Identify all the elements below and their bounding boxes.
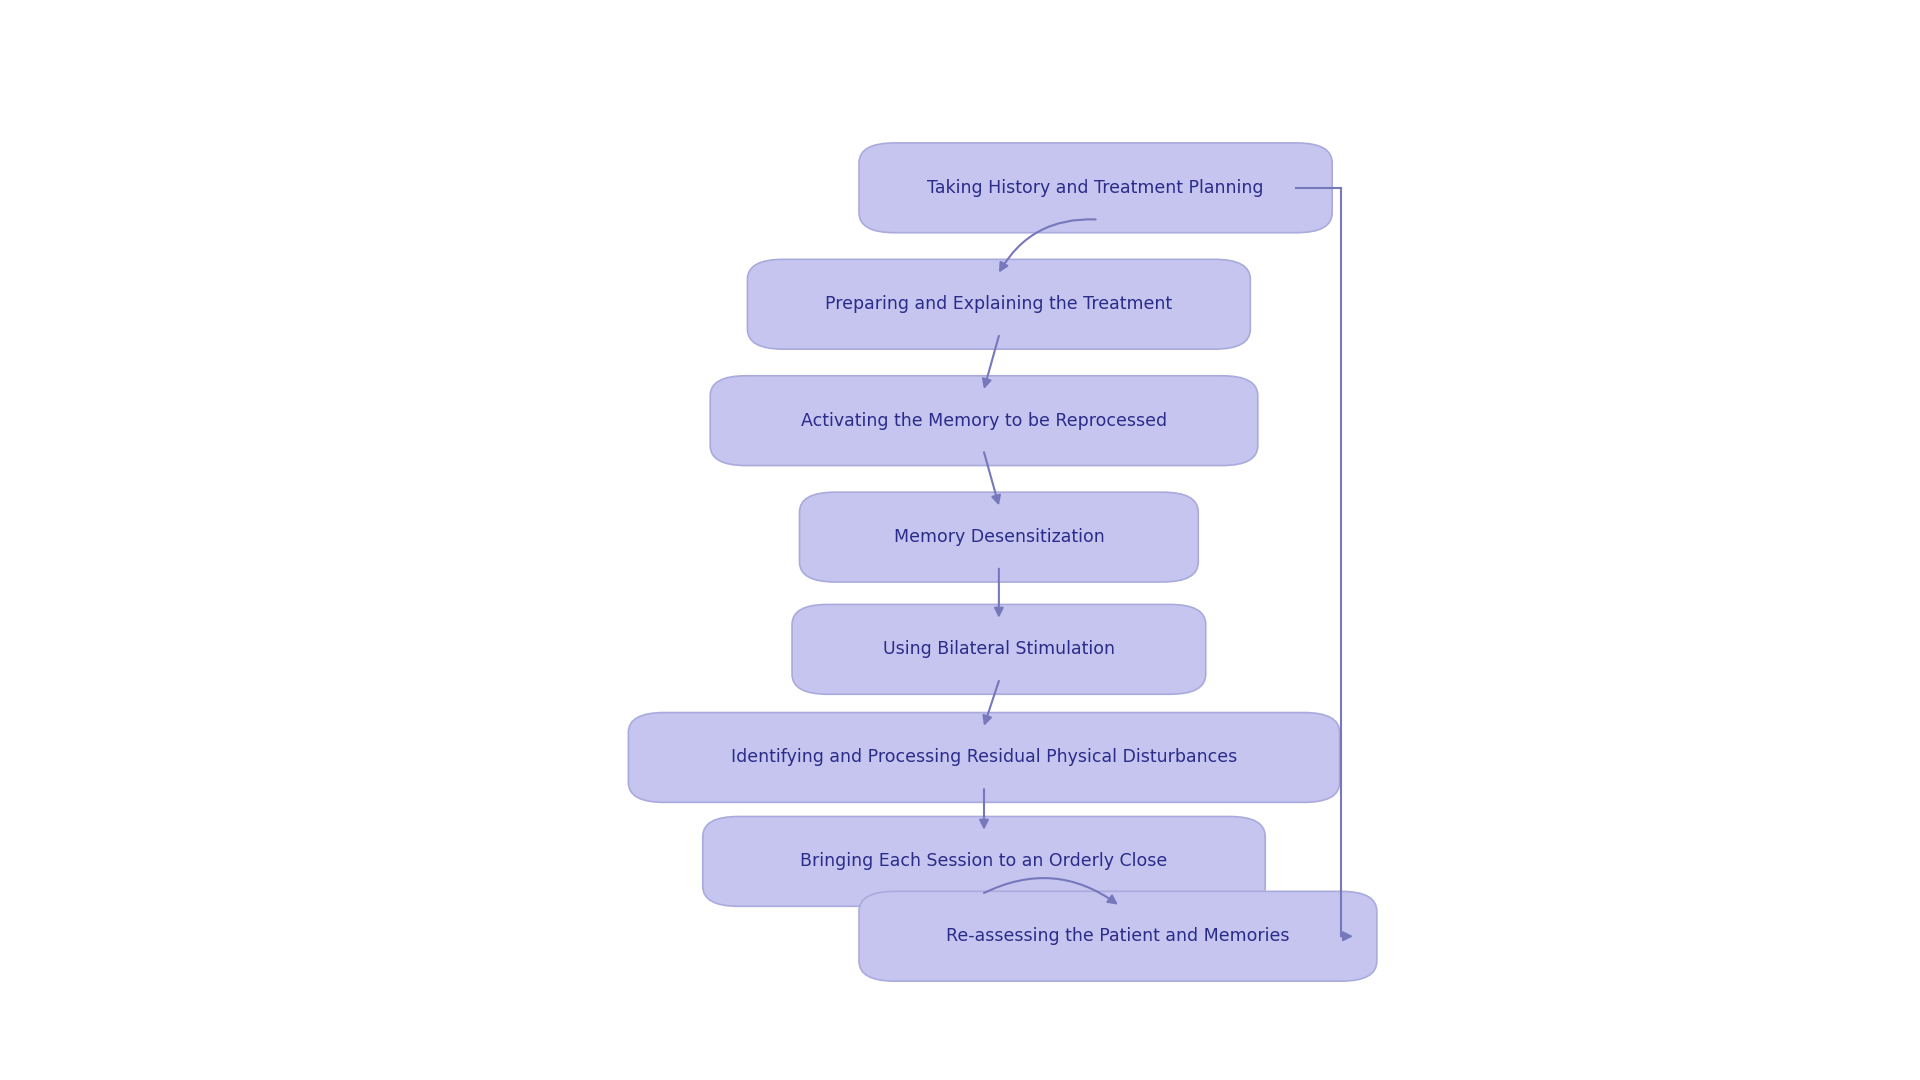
- FancyBboxPatch shape: [793, 605, 1206, 694]
- Text: Identifying and Processing Residual Physical Disturbances: Identifying and Processing Residual Phys…: [732, 748, 1236, 767]
- FancyBboxPatch shape: [747, 259, 1250, 349]
- FancyBboxPatch shape: [858, 143, 1332, 232]
- Text: Memory Desensitization: Memory Desensitization: [893, 528, 1104, 546]
- Text: Taking History and Treatment Planning: Taking History and Treatment Planning: [927, 179, 1263, 197]
- FancyBboxPatch shape: [799, 492, 1198, 582]
- FancyBboxPatch shape: [628, 713, 1340, 802]
- FancyBboxPatch shape: [703, 816, 1265, 906]
- Text: Activating the Memory to be Reprocessed: Activating the Memory to be Reprocessed: [801, 411, 1167, 430]
- FancyBboxPatch shape: [858, 891, 1377, 981]
- Text: Preparing and Explaining the Treatment: Preparing and Explaining the Treatment: [826, 295, 1173, 313]
- Text: Using Bilateral Stimulation: Using Bilateral Stimulation: [883, 640, 1116, 659]
- Text: Re-assessing the Patient and Memories: Re-assessing the Patient and Memories: [947, 928, 1290, 945]
- FancyBboxPatch shape: [710, 376, 1258, 465]
- Text: Bringing Each Session to an Orderly Close: Bringing Each Session to an Orderly Clos…: [801, 852, 1167, 870]
